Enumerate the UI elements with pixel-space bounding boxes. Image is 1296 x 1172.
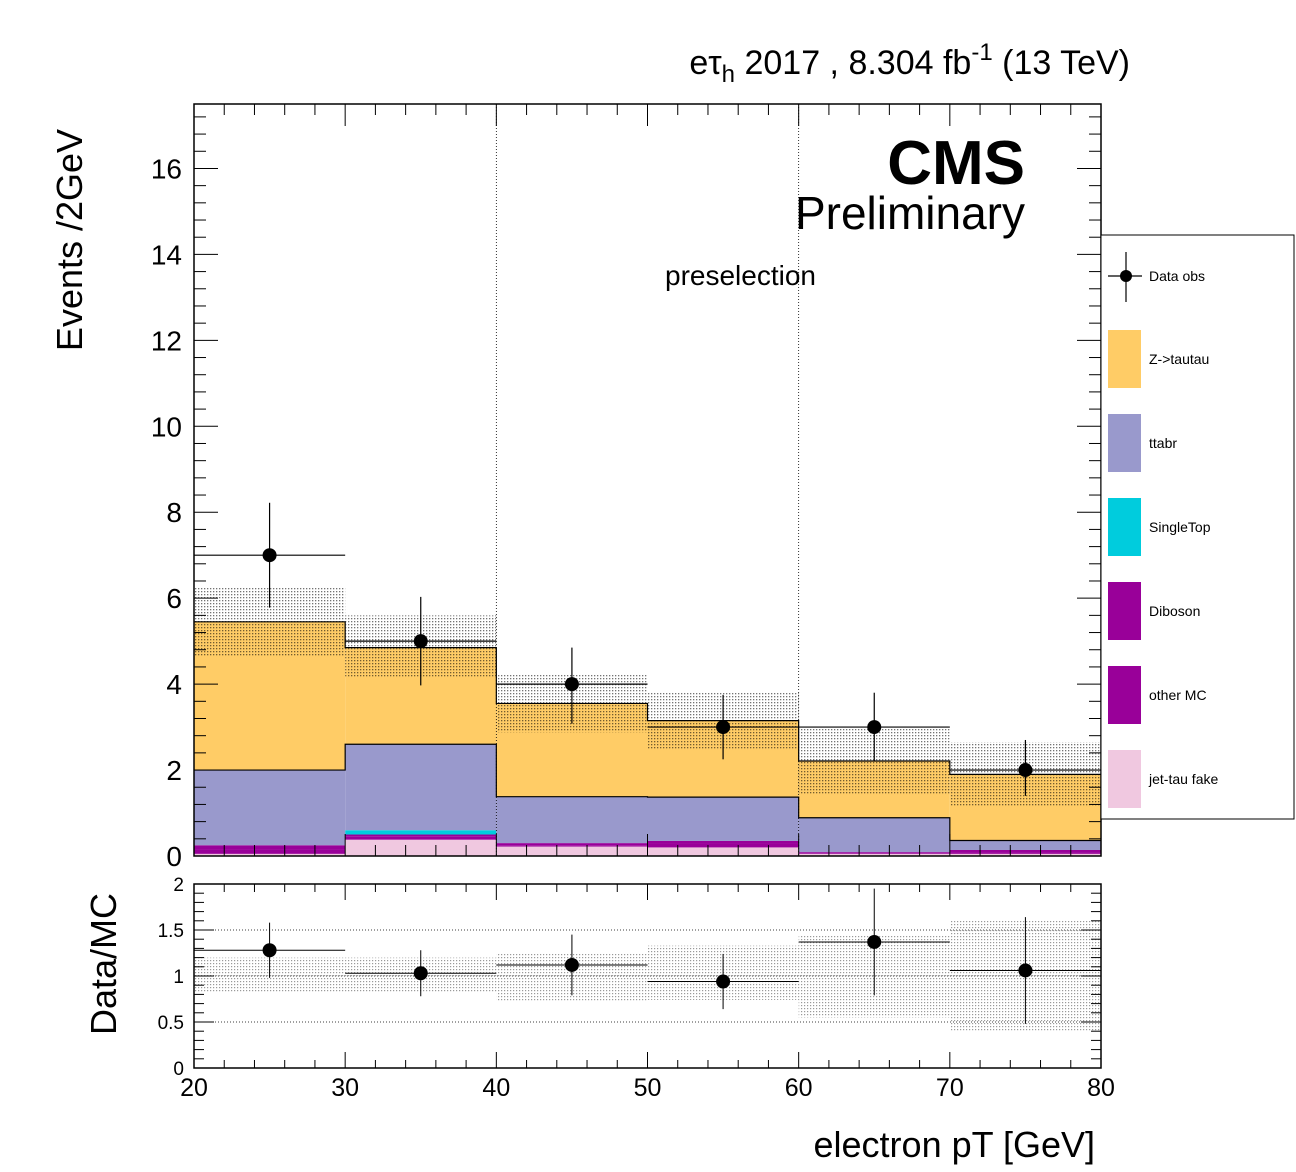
data-point-3 xyxy=(716,720,731,735)
ratio-point-5 xyxy=(1018,963,1033,978)
main-ytick-label: 2 xyxy=(166,755,182,786)
xtick-label: 70 xyxy=(936,1074,964,1102)
ratio-y-axis-label: Data/MC xyxy=(83,893,124,1035)
legend-label-data-obs: Data obs xyxy=(1149,268,1205,284)
main-ytick-label: 14 xyxy=(151,239,182,270)
stack-bar-jetfake-1 xyxy=(345,839,497,856)
main-ytick-label: 0 xyxy=(166,841,182,872)
stack-bar-diboson-4 xyxy=(798,852,950,854)
stack-bar-jetfake-2 xyxy=(496,846,648,856)
stack-bar-othermc-2 xyxy=(496,845,648,847)
stack-bar-ttbar-0 xyxy=(194,770,346,846)
ratio-data-points xyxy=(194,888,1101,1024)
legend-swatch-ztautau xyxy=(1108,330,1141,388)
lumi-header: eτh 2017 , 8.304 fb-1 (13 TeV) xyxy=(689,39,1130,88)
xtick-label: 20 xyxy=(180,1074,208,1102)
legend-label-othermc: other MC xyxy=(1149,687,1207,703)
stack-bar-jetfake-3 xyxy=(647,847,799,856)
main-y-axis-label: Events /2GeV xyxy=(49,129,90,351)
stack-bar-diboson-0 xyxy=(194,845,346,850)
legend-label-singletop: SingleTop xyxy=(1149,519,1211,535)
legend-label-ztautau: Z->tautau xyxy=(1149,351,1209,367)
stack-bar-othermc-3 xyxy=(647,843,799,848)
ratio-point-4 xyxy=(867,934,882,949)
data-point-5 xyxy=(1018,763,1033,778)
legend-swatch-othermc xyxy=(1108,666,1141,724)
stack-bar-othermc-0 xyxy=(194,849,346,854)
main-ytick-label: 16 xyxy=(151,153,182,184)
main-ytick-label: 6 xyxy=(166,583,182,614)
stack-bar-diboson-2 xyxy=(496,843,648,846)
stack-bar-ttbar-3 xyxy=(647,797,799,841)
stack-bar-jetfake-0 xyxy=(194,853,346,856)
ratio-point-2 xyxy=(564,957,579,972)
cms-label: CMS xyxy=(887,129,1025,198)
xtick-label: 30 xyxy=(331,1074,359,1102)
x-axis-label: electron pT [GeV] xyxy=(814,1124,1095,1165)
legend-entry-data-obs: Data obs xyxy=(1108,252,1205,302)
stack-bar-diboson-5 xyxy=(949,849,1101,853)
ratio-point-3 xyxy=(716,974,731,989)
legend-swatch-singletop xyxy=(1108,498,1141,556)
data-point-2 xyxy=(564,677,579,692)
xtick-label: 80 xyxy=(1087,1074,1115,1102)
data-point-4 xyxy=(867,720,882,735)
data-point-0 xyxy=(262,548,277,563)
legend-marker-data-obs xyxy=(1120,270,1132,282)
main-stack-layer xyxy=(194,621,1101,856)
main-ytick-label: 10 xyxy=(151,411,182,442)
ratio-point-1 xyxy=(413,966,428,981)
main-ytick-label: 12 xyxy=(151,325,182,356)
stack-bar-jetfake-5 xyxy=(949,853,1101,856)
stack-bar-ttbar-5 xyxy=(949,840,1101,850)
legend-swatch-diboson xyxy=(1108,582,1141,640)
stack-bar-jetfake-4 xyxy=(798,853,950,856)
xtick-label: 60 xyxy=(785,1074,813,1102)
stack-bar-othermc-5 xyxy=(949,852,1101,854)
ratio-ytick-label: 1.5 xyxy=(158,921,184,942)
ratio-uncertainty-band xyxy=(194,920,1101,1032)
main-y-axis: 0 2 4 6 8 10 12 14 16 xyxy=(151,116,1101,872)
region-label: preselection xyxy=(665,260,816,291)
preliminary-label: Preliminary xyxy=(795,187,1025,239)
main-data-points xyxy=(194,502,1101,796)
legend-swatch-ttbar xyxy=(1108,414,1141,472)
ratio-x-axis: 20 30 40 50 60 70 80 xyxy=(180,884,1115,1102)
ratio-y-axis: 0 0.5 1 1.5 2 xyxy=(158,875,1101,1080)
legend-label-diboson: Diboson xyxy=(1149,603,1200,619)
legend-label-jetfake: jet-tau fake xyxy=(1148,771,1218,787)
main-x-ticks xyxy=(193,104,1102,856)
xtick-label: 40 xyxy=(482,1074,510,1102)
stack-bar-ttbar-2 xyxy=(496,796,648,844)
ratio-ytick-label: 0.5 xyxy=(158,1013,184,1034)
legend-label-ttbar: ttabr xyxy=(1149,435,1177,451)
main-ytick-label: 8 xyxy=(166,497,182,528)
xtick-label: 50 xyxy=(634,1074,662,1102)
ratio-ytick-label: 1 xyxy=(173,967,184,988)
ratio-ytick-label: 0 xyxy=(173,1059,184,1080)
stack-bar-diboson-1 xyxy=(345,834,497,837)
data-point-1 xyxy=(413,634,428,649)
legend: Data obs Z->tautau ttabr SingleTop Diboson o… xyxy=(1100,234,1295,820)
ratio-point-0 xyxy=(262,943,277,958)
stack-outline-0 xyxy=(194,743,1101,842)
stack-bar-singletop-1 xyxy=(345,830,497,835)
stack-bar-ttbar-4 xyxy=(798,817,950,853)
stack-bar-ttbar-1 xyxy=(345,744,497,831)
ratio-ytick-label: 2 xyxy=(173,875,184,896)
stack-bar-diboson-3 xyxy=(647,840,799,844)
legend-swatch-jetfake xyxy=(1108,750,1141,808)
stack-bar-othermc-1 xyxy=(345,836,497,840)
main-ytick-label: 4 xyxy=(166,669,182,700)
